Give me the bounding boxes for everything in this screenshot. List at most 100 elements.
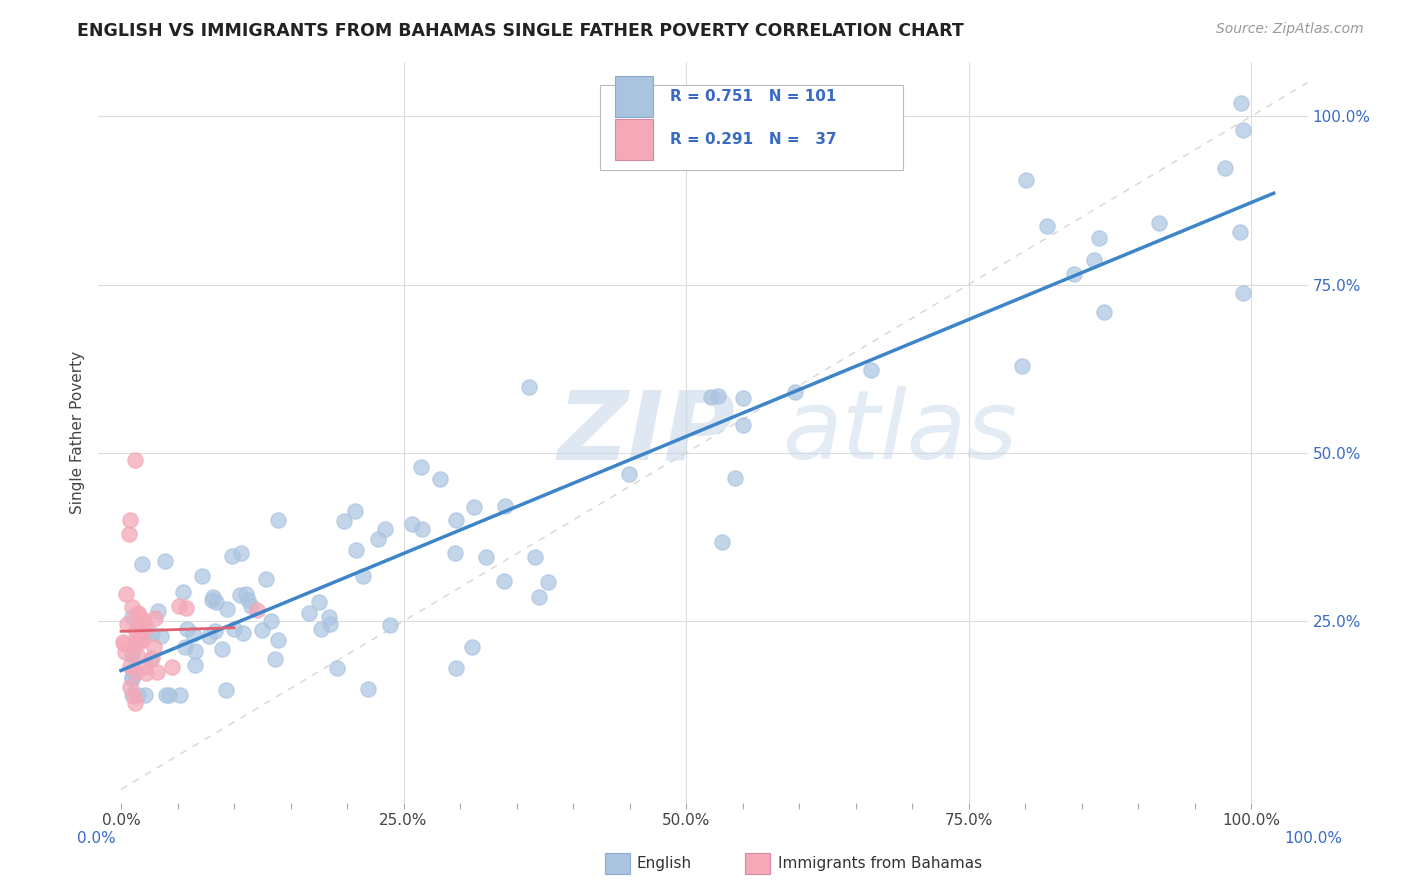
Point xyxy=(132,659,155,673)
Point xyxy=(494,500,516,514)
Point xyxy=(374,522,396,536)
Point xyxy=(121,600,143,615)
Point xyxy=(238,592,260,607)
Point xyxy=(142,640,165,655)
Point xyxy=(198,629,221,643)
Point xyxy=(1063,267,1085,281)
Point xyxy=(127,648,149,662)
Point xyxy=(120,680,142,694)
Point xyxy=(1036,219,1059,233)
Point xyxy=(259,614,281,628)
Point xyxy=(215,682,238,697)
Point xyxy=(143,610,166,624)
Point xyxy=(160,660,183,674)
Point xyxy=(411,522,433,536)
Point xyxy=(127,633,149,648)
Point xyxy=(141,650,163,665)
Point xyxy=(135,665,157,680)
Point xyxy=(319,616,342,631)
Point xyxy=(731,418,754,433)
Point xyxy=(169,688,191,702)
Text: 0.0%: 0.0% xyxy=(77,831,117,846)
Text: 100.0%: 100.0% xyxy=(1285,831,1343,846)
Point xyxy=(115,616,138,631)
Text: ZIP: ZIP xyxy=(558,386,735,479)
Point xyxy=(131,615,153,629)
Text: R = 0.751   N = 101: R = 0.751 N = 101 xyxy=(671,89,837,104)
Point xyxy=(122,640,145,655)
Point xyxy=(155,553,177,567)
Point xyxy=(524,550,547,565)
Point xyxy=(141,627,163,641)
Point xyxy=(124,696,146,710)
Point xyxy=(1232,123,1254,137)
Point xyxy=(127,622,149,636)
Point xyxy=(115,587,138,601)
Point xyxy=(112,635,135,649)
Point xyxy=(1083,252,1105,267)
Point xyxy=(121,610,143,624)
Point xyxy=(184,657,207,672)
Point xyxy=(444,661,467,675)
Point xyxy=(232,625,254,640)
Point xyxy=(267,633,290,648)
Point xyxy=(205,595,228,609)
Point xyxy=(700,391,723,405)
Point xyxy=(112,636,135,650)
Point xyxy=(519,380,541,394)
Point xyxy=(344,504,367,518)
Point xyxy=(1215,161,1237,175)
Point xyxy=(155,688,177,702)
Point xyxy=(127,688,149,702)
Point xyxy=(131,633,153,648)
Point xyxy=(357,681,380,696)
Point xyxy=(309,622,332,636)
Text: R = 0.291   N =   37: R = 0.291 N = 37 xyxy=(671,132,837,146)
Point xyxy=(1230,95,1253,110)
Point xyxy=(121,648,143,663)
Point xyxy=(215,602,238,616)
Point xyxy=(308,595,330,609)
Point xyxy=(204,624,226,639)
Point xyxy=(157,688,180,702)
Point xyxy=(121,670,143,684)
Point xyxy=(181,627,204,641)
Point xyxy=(1229,225,1251,239)
Point xyxy=(380,618,402,632)
Point xyxy=(135,621,157,635)
Point xyxy=(176,622,198,636)
Point xyxy=(527,591,550,605)
Point xyxy=(344,543,367,558)
Point xyxy=(120,513,142,527)
Y-axis label: Single Father Poverty: Single Father Poverty xyxy=(70,351,86,514)
Point xyxy=(221,549,243,563)
Point xyxy=(444,513,467,527)
Point xyxy=(127,606,149,620)
Point xyxy=(461,640,484,654)
Point xyxy=(731,391,754,405)
Point xyxy=(429,472,451,486)
Point xyxy=(125,632,148,646)
Point xyxy=(707,389,730,403)
Point xyxy=(1087,231,1109,245)
Point xyxy=(173,640,195,654)
Point xyxy=(250,623,273,637)
Bar xyxy=(614,77,654,117)
Point xyxy=(184,643,207,657)
Point xyxy=(127,607,149,622)
Point xyxy=(318,610,340,624)
Point xyxy=(191,568,214,582)
Point xyxy=(710,534,733,549)
Point xyxy=(267,513,290,527)
Point xyxy=(1147,216,1170,230)
Point xyxy=(1092,305,1115,319)
Point xyxy=(131,634,153,648)
Point xyxy=(139,652,162,666)
Point xyxy=(860,363,883,377)
Point xyxy=(246,603,269,617)
FancyBboxPatch shape xyxy=(600,85,903,169)
Point xyxy=(134,688,156,702)
Point xyxy=(201,592,224,607)
Point xyxy=(537,575,560,590)
Point xyxy=(443,546,465,560)
